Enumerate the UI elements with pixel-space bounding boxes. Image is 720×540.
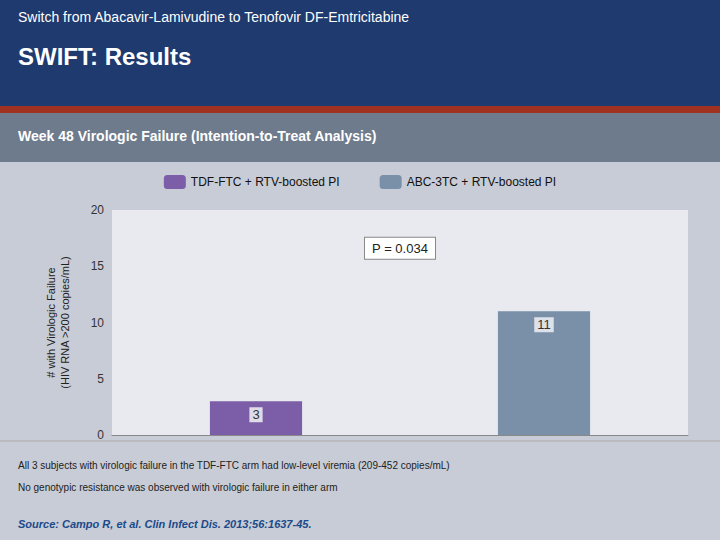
svg-text:3: 3	[252, 407, 259, 422]
svg-text:10: 10	[91, 316, 105, 330]
svg-text:11: 11	[537, 317, 551, 332]
svg-text:5: 5	[97, 372, 104, 386]
svg-text:Week 48 Virologic Failure (Int: Week 48 Virologic Failure (Intention-to-…	[18, 128, 376, 144]
svg-text:All 3 subjects with virologic: All 3 subjects with virologic failure in…	[18, 460, 450, 471]
svg-text:# with Virologic Failure: # with Virologic Failure	[45, 267, 57, 377]
svg-text:(HIV RNA >200 copies/mL): (HIV RNA >200 copies/mL)	[59, 256, 71, 388]
svg-text:P = 0.034: P = 0.034	[372, 241, 428, 256]
svg-text:ABC-3TC + RTV-boosted PI: ABC-3TC + RTV-boosted PI	[407, 175, 557, 189]
svg-text:Switch from Abacavir-Lamivudin: Switch from Abacavir-Lamivudine to Tenof…	[18, 9, 409, 25]
svg-text:Source: Campo R, et al. Clin I: Source: Campo R, et al. Clin Infect Dis.…	[18, 518, 311, 530]
svg-text:0: 0	[97, 428, 104, 442]
svg-text:No genotypic resistance was ob: No genotypic resistance was observed wit…	[18, 482, 338, 493]
svg-text:SWIFT: Results: SWIFT: Results	[18, 43, 191, 70]
svg-text:15: 15	[91, 259, 105, 273]
svg-text:20: 20	[91, 203, 105, 217]
svg-text:TDF-FTC + RTV-boosted PI: TDF-FTC + RTV-boosted PI	[191, 175, 340, 189]
